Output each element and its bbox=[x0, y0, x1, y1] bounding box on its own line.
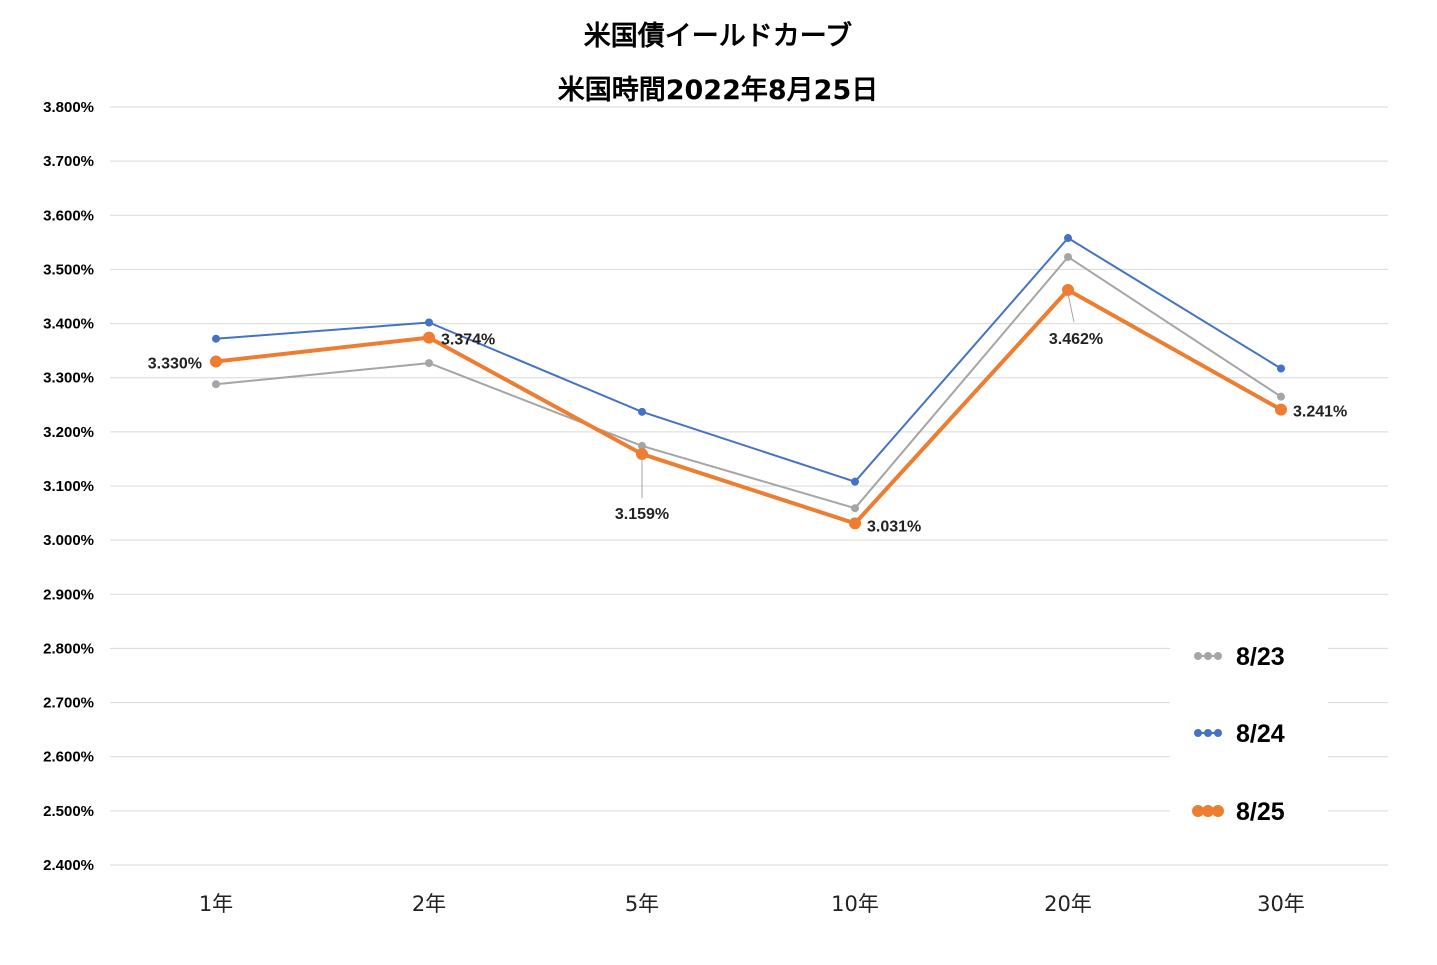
y-tick-label: 3.800% bbox=[43, 99, 94, 116]
data-label: 3.462% bbox=[1049, 331, 1103, 348]
y-tick-label: 3.500% bbox=[43, 261, 94, 278]
legend-swatch-marker bbox=[1212, 805, 1224, 817]
data-label: 3.031% bbox=[867, 518, 921, 535]
y-tick-label: 3.100% bbox=[43, 478, 94, 495]
series-8-25 bbox=[210, 284, 1287, 530]
data-point bbox=[210, 355, 222, 368]
legend-swatch-marker bbox=[1194, 729, 1202, 737]
y-tick-label: 2.900% bbox=[43, 586, 94, 603]
y-tick-label: 3.400% bbox=[43, 316, 94, 333]
legend-swatch-marker bbox=[1202, 805, 1214, 817]
series-8-23 bbox=[212, 252, 1285, 513]
label-leader-line bbox=[1067, 293, 1075, 323]
y-tick-label: 3.200% bbox=[43, 424, 94, 441]
series-8-24 bbox=[212, 234, 1285, 486]
data-point bbox=[212, 334, 220, 343]
data-point bbox=[425, 318, 433, 327]
legend-item: 8/24 bbox=[1194, 720, 1285, 748]
y-tick-label: 3.600% bbox=[43, 207, 94, 224]
chart-title: 米国債イールドカーブ bbox=[584, 20, 852, 52]
data-point bbox=[1064, 234, 1072, 243]
legend-swatch-marker bbox=[1214, 652, 1222, 660]
data-point bbox=[638, 407, 646, 416]
legend-swatch-marker bbox=[1214, 729, 1222, 737]
y-axis-ticks: 3.800% 3.700% 3.600% 3.500% 3.400% 3.300% 3.20… bbox=[43, 99, 94, 874]
x-axis-ticks: 1年 2年 5年 10年 20年 30年 bbox=[199, 892, 1305, 916]
x-tick-label: 20年 bbox=[1044, 892, 1092, 916]
legend-label: 8/24 bbox=[1236, 720, 1285, 748]
chart-subtitle: 米国時間2022年8月25日 bbox=[558, 74, 879, 106]
legend-label: 8/25 bbox=[1236, 798, 1285, 826]
legend-swatch-marker bbox=[1192, 805, 1204, 817]
x-tick-label: 5年 bbox=[625, 892, 659, 916]
x-tick-label: 10年 bbox=[831, 892, 879, 916]
y-tick-label: 2.400% bbox=[43, 857, 94, 874]
series-line bbox=[215, 288, 1282, 526]
data-point bbox=[1277, 364, 1285, 373]
data-labels: 3.330% 3.374% 3.159% 3.031% 3.462% 3.241% bbox=[148, 293, 1347, 535]
data-label: 3.159% bbox=[615, 506, 669, 523]
data-point bbox=[849, 517, 861, 530]
data-point bbox=[212, 380, 220, 389]
legend-swatch-marker bbox=[1194, 652, 1202, 660]
data-label: 3.241% bbox=[1293, 404, 1347, 421]
legend-swatch-marker bbox=[1204, 652, 1212, 660]
y-tick-label: 2.800% bbox=[43, 640, 94, 657]
data-label: 3.330% bbox=[148, 355, 202, 372]
y-tick-label: 2.600% bbox=[43, 749, 94, 766]
legend-swatch-marker bbox=[1204, 729, 1212, 737]
x-tick-label: 1年 bbox=[199, 892, 233, 916]
data-point bbox=[1277, 392, 1285, 401]
legend-label: 8/23 bbox=[1236, 643, 1285, 671]
y-tick-label: 3.300% bbox=[43, 370, 94, 387]
y-tick-label: 3.700% bbox=[43, 153, 94, 170]
legend-item: 8/25 bbox=[1192, 798, 1285, 826]
x-tick-label: 2年 bbox=[412, 892, 446, 916]
x-tick-label: 30年 bbox=[1257, 892, 1305, 916]
data-label: 3.374% bbox=[441, 332, 495, 349]
y-tick-label: 2.700% bbox=[43, 695, 94, 712]
data-point bbox=[1064, 252, 1072, 261]
data-point bbox=[1275, 403, 1287, 416]
data-point bbox=[851, 477, 859, 486]
y-tick-label: 2.500% bbox=[43, 803, 94, 820]
legend: 8/23 8/24 8/25 bbox=[1170, 622, 1328, 848]
data-point bbox=[638, 441, 646, 450]
y-tick-label: 3.000% bbox=[43, 532, 94, 549]
data-point bbox=[636, 448, 648, 461]
series-line bbox=[215, 237, 1282, 483]
data-point bbox=[423, 331, 435, 344]
data-point bbox=[425, 359, 433, 368]
legend-item: 8/23 bbox=[1194, 643, 1285, 671]
data-point bbox=[851, 504, 859, 513]
series-layer bbox=[210, 234, 1287, 530]
series-line bbox=[215, 255, 1282, 510]
data-point bbox=[1062, 284, 1074, 297]
